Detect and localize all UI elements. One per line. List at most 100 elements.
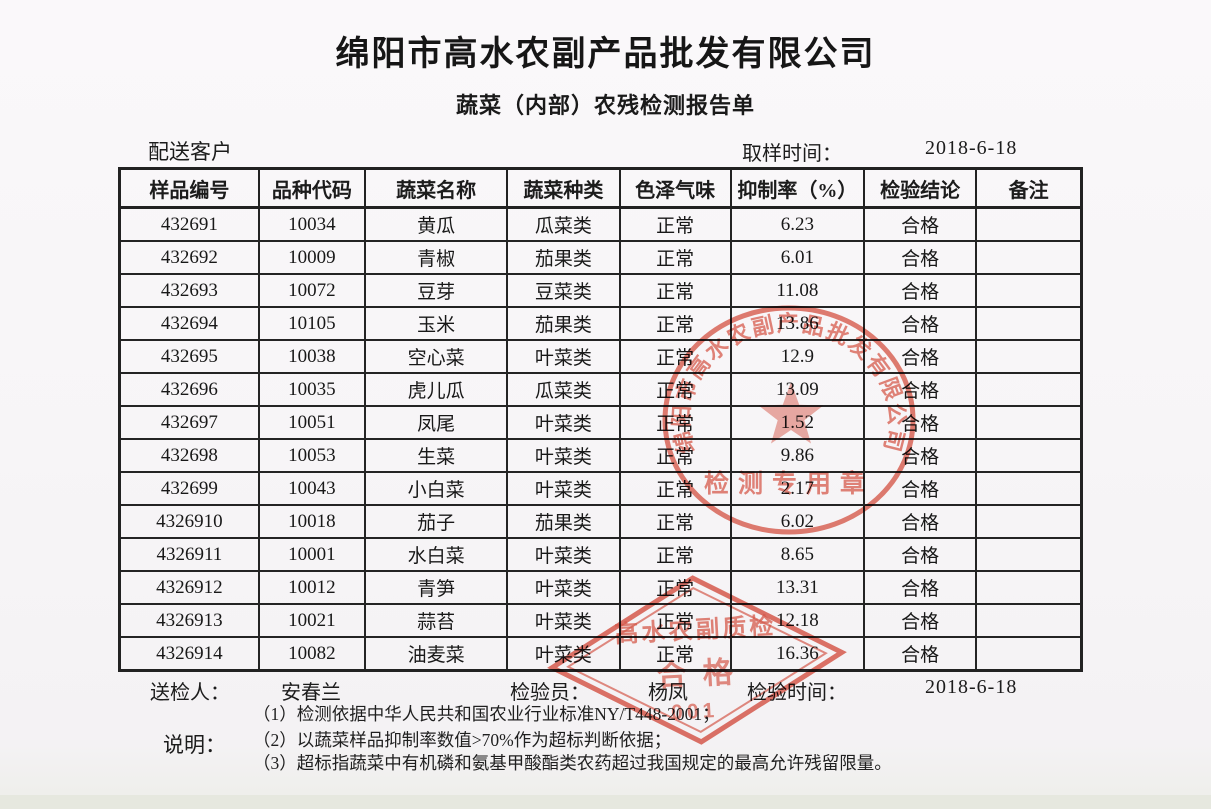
header-cell-color-odor: 色泽气味 (618, 167, 732, 209)
table-cell: 合格 (862, 306, 978, 341)
diamond-stamp-line1: 高水农副质检 (614, 612, 777, 648)
seal-ring (662, 305, 916, 535)
table-cell: 正常 (618, 504, 732, 539)
table-cell: 合格 (862, 438, 978, 473)
table-row: 432693 10072 豆芽 豆菜类 正常 11.08 合格 (118, 273, 1083, 308)
diamond-stamp-line2: 合格 (656, 654, 750, 693)
table-row: 432696 10035 虎儿瓜 瓜菜类 正常 13.09 合格 (118, 372, 1083, 407)
table-cell: 叶菜类 (506, 537, 621, 572)
diamond-inner-border (566, 586, 828, 734)
table-cell: 10012 (257, 570, 367, 605)
notes-label: 说明： (163, 733, 226, 757)
table-cell: 432698 (118, 438, 260, 473)
table-cell: 正常 (618, 273, 732, 308)
table-row: 432695 10038 空心菜 叶菜类 正常 12.9 合格 (118, 339, 1083, 374)
table-cell: 合格 (862, 405, 978, 440)
header-cell-sample-id: 样品编号 (118, 167, 260, 209)
header-cell-vegetable-name: 蔬菜名称 (363, 167, 509, 209)
table-cell (975, 537, 1083, 572)
table-cell: 叶菜类 (506, 339, 621, 374)
table-cell: 虎儿瓜 (363, 372, 509, 407)
table-cell: 432696 (118, 372, 260, 407)
table-cell: 432697 (118, 405, 260, 440)
table-cell: 茄子 (363, 504, 509, 539)
table-cell (975, 405, 1083, 440)
diamond-qc-stamp: 高水农副质检 合格 001 (547, 575, 847, 745)
report-title: 蔬菜（内部）农残检测报告单 (455, 93, 755, 118)
table-cell: 油麦菜 (363, 636, 509, 672)
table-cell: 叶菜类 (506, 471, 621, 506)
table-cell: 青椒 (363, 240, 509, 275)
table-cell: 10009 (257, 240, 367, 275)
table-cell: 9.86 (729, 438, 865, 473)
table-cell (975, 372, 1083, 407)
table-cell (975, 570, 1083, 605)
table-cell: 432692 (118, 240, 260, 275)
table-cell (975, 273, 1083, 308)
table-cell: 正常 (618, 438, 732, 473)
table-cell: 正常 (618, 240, 732, 275)
table-cell: 432699 (118, 471, 260, 506)
report-table-body: 432691 10034 黄瓜 瓜菜类 正常 6.23 合格 432692 10009 青椒 茄果类… (118, 206, 1083, 672)
table-cell: 正常 (618, 306, 732, 341)
inspect-time-value: 2018-6-18 (925, 676, 1018, 698)
table-cell: 12.9 (729, 339, 865, 374)
table-cell: 生菜 (363, 438, 509, 473)
company-title: 绵阳市高水农副产品批发有限公司 (335, 35, 876, 73)
table-cell: 4326914 (118, 636, 260, 672)
table-cell: 正常 (618, 471, 732, 506)
customer-label: 配送客户 (148, 140, 232, 164)
submitter-name: 安春兰 (281, 682, 341, 704)
table-cell: 10043 (257, 471, 367, 506)
table-cell (975, 636, 1083, 672)
table-cell: 432693 (118, 273, 260, 308)
table-row: 432698 10053 生菜 叶菜类 正常 9.86 合格 (118, 438, 1083, 473)
table-cell: 合格 (862, 240, 978, 275)
table-cell: 10105 (257, 306, 367, 341)
table-cell (975, 603, 1083, 638)
inspector-label: 检验员： (510, 682, 590, 704)
table-cell: 4326911 (118, 537, 260, 572)
star-icon (758, 382, 824, 444)
table-cell: 叶菜类 (506, 438, 621, 473)
table-cell: 豆菜类 (506, 273, 621, 308)
table-cell: 8.65 (729, 537, 865, 572)
table-cell: 瓜菜类 (506, 372, 621, 407)
table-row: 43269710051凤尾叶菜类正常1.52合格 (118, 405, 1083, 440)
seal-ring-text: 绵阳市高水农副产品批发有限公司 (668, 311, 909, 456)
table-cell: 茄果类 (506, 504, 621, 539)
diamond-stamp-line3: 001 (671, 699, 719, 724)
seal-bottom-text: 检测专用章 (704, 469, 874, 498)
table-cell: 10018 (257, 504, 367, 539)
table-cell: 茄果类 (506, 240, 621, 275)
header-cell-conclusion: 检验结论 (862, 167, 978, 209)
table-cell (975, 339, 1083, 374)
table-cell: 正常 (618, 537, 732, 572)
table-cell: 茄果类 (506, 306, 621, 341)
note-line-1: （1）检测依据中华人民共和国农业行业标准NY/T448-2001； (253, 704, 720, 724)
table-cell: 432694 (118, 306, 260, 341)
table-cell (975, 471, 1083, 506)
table-cell: 6.23 (729, 206, 865, 242)
table-row: 4326910 10018 茄子 茄果类 正常 6.02 合格 (118, 504, 1083, 539)
table-cell: 叶菜类 (506, 570, 621, 605)
table-cell: 6.01 (729, 240, 865, 275)
table-header-row: 样品编号 品种代码 蔬菜名称 蔬菜种类 色泽气味 抑制率（%） 检验结论 备注 (118, 167, 1083, 209)
table-cell: 10053 (257, 438, 367, 473)
table-cell: 2.17 (729, 471, 865, 506)
table-cell (975, 306, 1083, 341)
table-row: 432699 10043 小白菜 叶菜类 正常 2.17 合格 (118, 471, 1083, 506)
table-cell: 合格 (862, 636, 978, 672)
diamond-outer-border (547, 575, 847, 745)
table-cell: 水白菜 (363, 537, 509, 572)
table-row: 432691 10034 黄瓜 瓜菜类 正常 6.23 合格 (118, 206, 1083, 242)
table-cell: 10072 (257, 273, 367, 308)
table-row: 432694 10105 玉米 茄果类 正常 13.86 合格 (118, 306, 1083, 341)
table-cell: 豆芽 (363, 273, 509, 308)
table-cell: 黄瓜 (363, 206, 509, 242)
table-cell: 合格 (862, 537, 978, 572)
header-cell-variety-code: 品种代码 (257, 167, 367, 209)
header-cell-vegetable-type: 蔬菜种类 (506, 167, 621, 209)
table-cell: 10082 (257, 636, 367, 672)
